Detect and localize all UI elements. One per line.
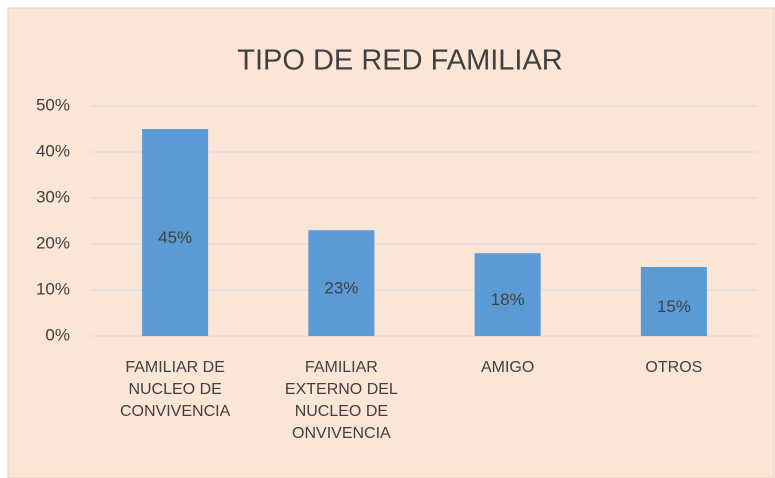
x-tick-label: AMIGO <box>480 359 535 376</box>
y-tick-label: 10% <box>36 279 70 298</box>
bar <box>142 129 209 336</box>
bar <box>640 267 707 336</box>
bar <box>308 230 375 336</box>
x-tick-label: OTROS <box>645 359 703 376</box>
y-tick-label: 40% <box>36 141 70 160</box>
y-tick-label: 0% <box>45 325 70 344</box>
x-tick-label: FAMILIAR DE NUCLEO DE CONVIVENCIA <box>120 359 231 420</box>
y-tick-label: 20% <box>36 233 70 252</box>
y-tick-label: 30% <box>36 187 70 206</box>
data-label: 23% <box>324 279 358 298</box>
y-tick-label: 50% <box>36 95 70 114</box>
bar <box>474 253 541 336</box>
chart-background <box>7 7 775 478</box>
data-label: 18% <box>491 290 525 309</box>
chart-title: TIPO DE RED FAMILIAR <box>237 45 563 77</box>
data-label: 15% <box>657 297 691 316</box>
x-tick-label: FAMILIAR EXTERNO DEL NUCLEO DE ONVIVENCI… <box>284 359 398 442</box>
data-label: 45% <box>158 228 192 247</box>
